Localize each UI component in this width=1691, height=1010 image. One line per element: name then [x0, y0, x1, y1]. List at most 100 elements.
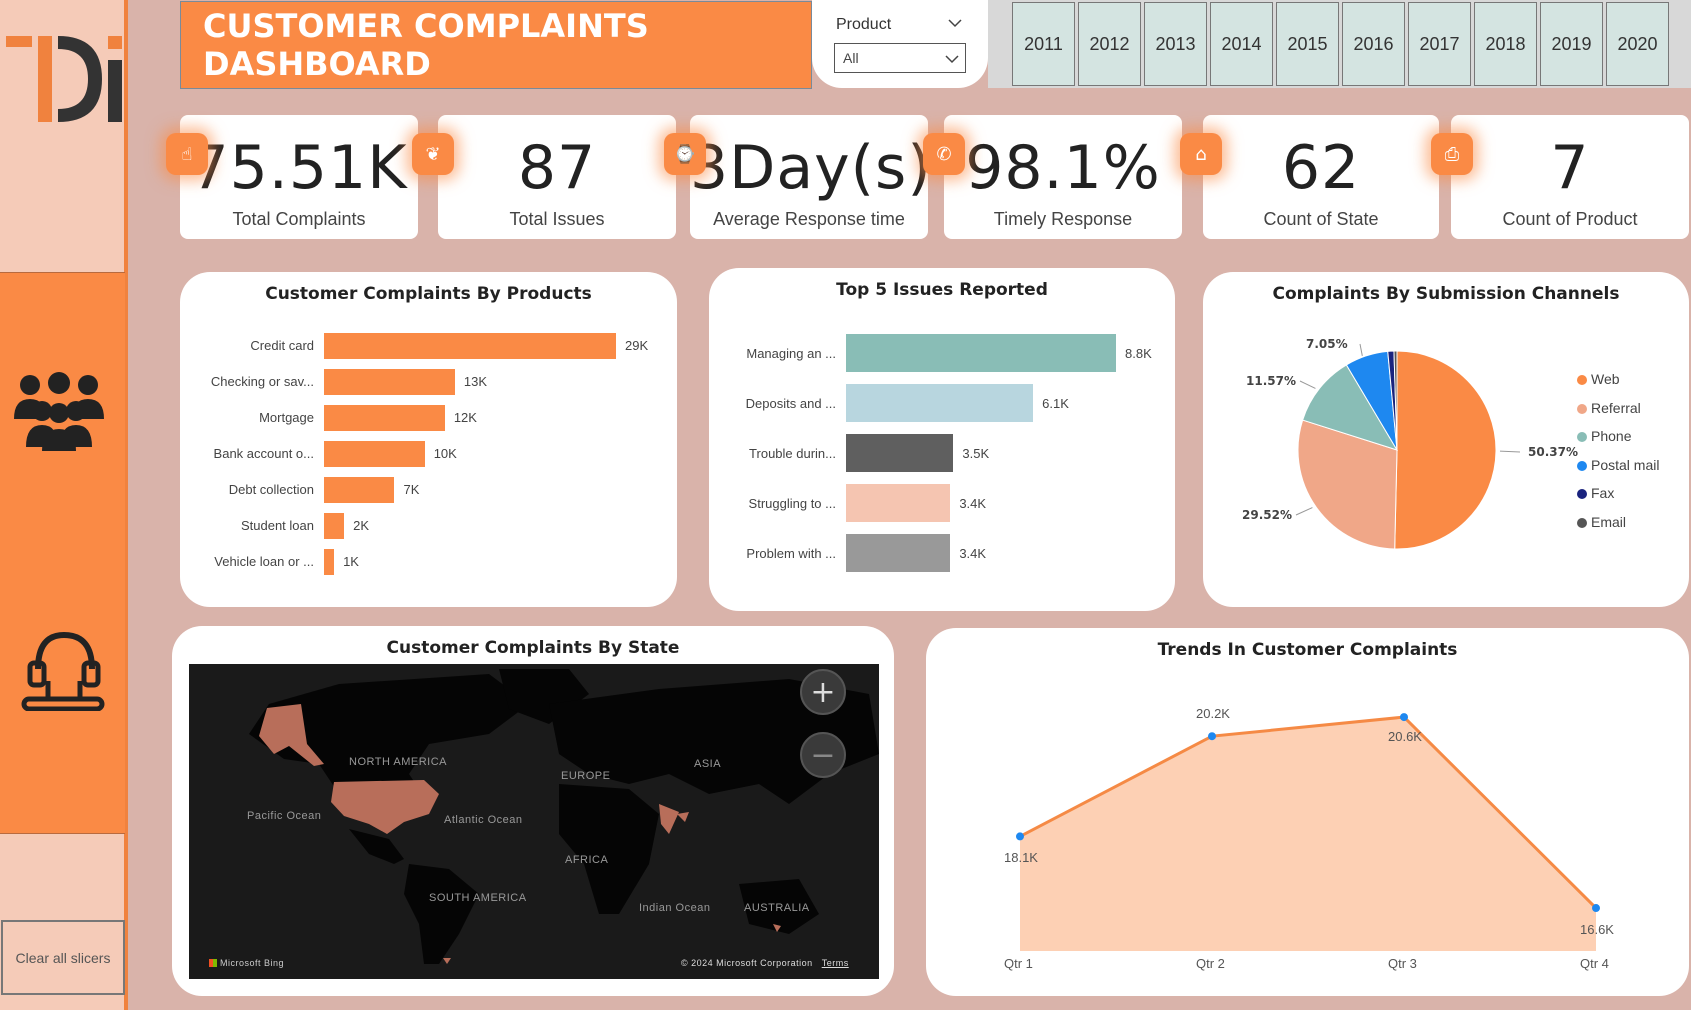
legend-dot: [1577, 432, 1587, 442]
kpi-value: 87: [517, 133, 597, 203]
legend-item: Postal mail: [1577, 457, 1659, 473]
bar: [846, 434, 954, 472]
bar-label: Bank account o...: [213, 446, 314, 461]
kpi-label: Timely Response: [993, 209, 1133, 229]
year-button[interactable]: 2019: [1540, 2, 1603, 86]
bar-label: Student loan: [240, 518, 314, 533]
map-label: ASIA: [694, 758, 722, 770]
dropdown-value: All: [843, 50, 859, 66]
x-tick-label: Qtr 2: [1196, 956, 1225, 971]
chevron-down-icon[interactable]: [948, 18, 962, 28]
product-dropdown[interactable]: All: [834, 43, 966, 73]
pie-slice: [1302, 364, 1399, 451]
box-icon: ⎙: [1431, 133, 1473, 175]
year-button[interactable]: 2017: [1408, 2, 1471, 86]
map-label: Pacific Ocean: [247, 810, 322, 822]
legend-label: Postal mail: [1591, 456, 1660, 473]
bar-label: Credit card: [250, 338, 314, 353]
kpi-label: Count of State: [1263, 209, 1379, 229]
bar-value: 29K: [625, 338, 649, 353]
page-title: CUSTOMER COMPLAINTS DASHBOARD: [180, 1, 812, 89]
zoom-out-button[interactable]: −: [800, 732, 846, 778]
bar-value: 7K: [403, 482, 420, 497]
pie-leader-line: [1499, 450, 1521, 453]
bar-label: Managing an ...: [746, 346, 836, 361]
legend-dot: [1577, 489, 1587, 499]
terms-link[interactable]: Terms: [821, 958, 849, 968]
pie-leader-line: [1295, 507, 1313, 516]
pie-leader-line: [1359, 343, 1363, 356]
bar-label: Deposits and ...: [745, 396, 836, 411]
bar-value: 2K: [353, 518, 370, 533]
kpi-label: Average Response time: [713, 209, 905, 229]
year-button[interactable]: 2015: [1276, 2, 1339, 86]
year-slicer: 2011 2012 2013 2014 2015 2016 2017 2018 …: [988, 0, 1691, 88]
trend-point: [1400, 713, 1408, 722]
x-tick-label: Qtr 1: [1004, 956, 1033, 971]
bar-label: Mortgage: [259, 410, 314, 425]
kpi-label: Total Complaints: [232, 209, 366, 229]
clock-icon: ⌚: [664, 133, 706, 175]
bar: [324, 405, 445, 431]
legend-dot: [1577, 517, 1587, 528]
trend-area-chart: [1016, 713, 1600, 951]
data-label: 16.6K: [1580, 922, 1614, 938]
pie-label: 7.05%: [1306, 337, 1348, 351]
bing-logo: Microsoft Bing: [209, 958, 284, 968]
pie-slice: [1394, 350, 1497, 550]
leaf-icon: ❦: [412, 133, 454, 175]
bing-text: Microsoft Bing: [220, 958, 285, 968]
year-button[interactable]: 2014: [1210, 2, 1273, 86]
year-button[interactable]: 2012: [1078, 2, 1141, 86]
year-button[interactable]: 2016: [1342, 2, 1405, 86]
bar-value: 13K: [463, 374, 488, 389]
bar-label: Struggling to ...: [748, 496, 836, 511]
kpi-value: 98.1%: [965, 133, 1161, 203]
legend-dot: [1577, 460, 1587, 471]
kpi-label: Total Issues: [509, 209, 605, 229]
legend-label: Phone: [1591, 428, 1632, 444]
data-label: 20.6K: [1388, 729, 1422, 745]
nav-panel: [0, 272, 125, 834]
kpi-timely-response: 98.1% Timely Response: [944, 115, 1182, 239]
bar-label: Vehicle loan or ...: [214, 554, 314, 569]
map-label: EUROPE: [561, 770, 611, 782]
chart-title: Trends In Customer Complaints: [1157, 640, 1458, 660]
legend-dot: [1577, 403, 1587, 414]
pie-label: 11.57%: [1246, 374, 1296, 388]
legend-label: Referral: [1591, 399, 1641, 416]
legend-label: Fax: [1591, 485, 1615, 501]
bar-label: Debt collection: [228, 482, 314, 497]
pie-slice: [1297, 419, 1398, 550]
bar-value: 3.4K: [959, 496, 987, 511]
kpi-count-state: 62 Count of State: [1203, 115, 1439, 239]
map-label: AFRICA: [565, 854, 609, 866]
legend-item: Web: [1577, 371, 1620, 387]
bar: [846, 534, 951, 572]
year-button[interactable]: 2011: [1012, 2, 1075, 86]
customers-icon[interactable]: [12, 371, 106, 457]
support-agent-icon[interactable]: [20, 629, 106, 711]
trend-point: [1592, 904, 1600, 913]
legend-label: Email: [1591, 513, 1627, 530]
bar-value: 10K: [433, 446, 457, 461]
clear-slicers-button[interactable]: Clear all slicers: [1, 920, 125, 995]
map-title: Customer Complaints By State: [386, 638, 680, 658]
year-button[interactable]: 2020: [1606, 2, 1669, 86]
kpi-value: 7: [1550, 133, 1590, 203]
trend-point: [1208, 732, 1216, 741]
map-label: SOUTH AMERICA: [429, 892, 527, 904]
legend-item: Email: [1577, 514, 1626, 530]
bar-value: 12K: [453, 410, 477, 425]
year-button[interactable]: 2018: [1474, 2, 1537, 86]
legend-dot: [1577, 375, 1587, 385]
bar-label: Problem with ...: [746, 546, 836, 561]
kpi-value: 75.51K: [190, 133, 408, 203]
pie-slice: [1393, 350, 1398, 451]
kpi-count-product: 7 Count of Product: [1451, 115, 1689, 239]
kpi-value: 62: [1281, 133, 1361, 203]
year-button[interactable]: 2013: [1144, 2, 1207, 86]
data-label: 20.2K: [1196, 706, 1230, 722]
world-map[interactable]: NORTH AMERICA EUROPE ASIA Pacific Ocean …: [189, 664, 879, 979]
zoom-in-button[interactable]: +: [800, 669, 846, 715]
